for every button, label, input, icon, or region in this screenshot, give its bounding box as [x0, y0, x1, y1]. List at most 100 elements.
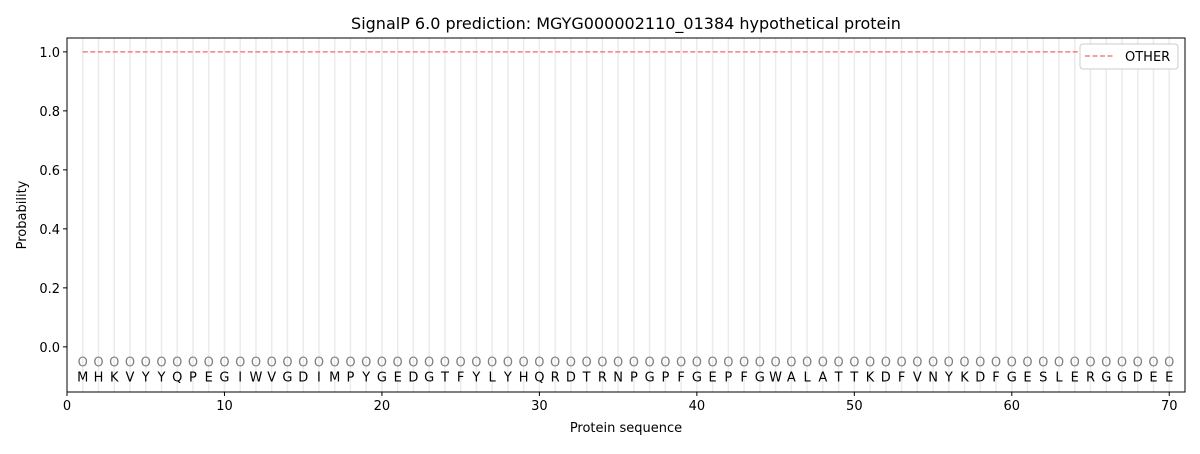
residue-label: G — [1117, 370, 1127, 385]
predicted-label: O — [109, 356, 119, 371]
residue-label: A — [787, 370, 796, 385]
residue-label: D — [566, 370, 576, 385]
residue-label: I — [238, 370, 242, 385]
residue-label: E — [1071, 370, 1079, 385]
y-tick-label: 0.4 — [39, 223, 60, 238]
residue-label: E — [708, 370, 716, 385]
residue-label: H — [94, 370, 104, 385]
predicted-label: O — [1133, 356, 1143, 371]
residue-label: L — [489, 370, 497, 385]
predicted-label: O — [802, 356, 812, 371]
predicted-label: O — [487, 356, 497, 371]
residue-label: P — [347, 370, 355, 385]
predicted-label: O — [849, 356, 859, 371]
predicted-label: O — [188, 356, 198, 371]
residue-label: G — [282, 370, 292, 385]
x-tick-label: 60 — [1004, 399, 1021, 414]
predicted-label: O — [645, 356, 655, 371]
predicted-label: O — [566, 356, 576, 371]
predicted-label: O — [251, 356, 261, 371]
x-tick-label: 20 — [374, 399, 391, 414]
y-axis-label: Probability — [15, 180, 30, 249]
residue-label: G — [424, 370, 434, 385]
predicted-label: O — [928, 356, 938, 371]
residue-label: E — [394, 370, 402, 385]
predicted-label: O — [944, 356, 954, 371]
y-tick-label: 0.0 — [39, 341, 60, 356]
residue-label: K — [960, 370, 969, 385]
x-tick-label: 70 — [1161, 399, 1178, 414]
residue-label: L — [803, 370, 811, 385]
residue-label: V — [126, 370, 135, 385]
predicted-label: O — [361, 356, 371, 371]
predicted-label: O — [833, 356, 843, 371]
residue-label: Y — [141, 370, 150, 385]
residue-label: K — [866, 370, 875, 385]
residue-label: N — [928, 370, 938, 385]
residue-label: E — [1149, 370, 1157, 385]
predicted-label: O — [408, 356, 418, 371]
predicted-label: O — [456, 356, 466, 371]
x-tick-label: 10 — [216, 399, 233, 414]
residue-label: M — [77, 370, 88, 385]
predicted-label: O — [582, 356, 592, 371]
predicted-label: O — [786, 356, 796, 371]
predicted-label: O — [267, 356, 277, 371]
residue-label: T — [849, 370, 858, 385]
residue-label: G — [1101, 370, 1111, 385]
residue-label: Y — [944, 370, 953, 385]
residue-label: N — [613, 370, 623, 385]
predicted-label: O — [141, 356, 151, 371]
x-tick-label: 40 — [689, 399, 706, 414]
predicted-label: O — [1117, 356, 1127, 371]
predicted-label: O — [865, 356, 875, 371]
predicted-label: O — [345, 356, 355, 371]
residue-label: G — [755, 370, 765, 385]
residue-label: I — [317, 370, 321, 385]
predicted-label: O — [613, 356, 623, 371]
predicted-label: O — [597, 356, 607, 371]
residue-label: D — [298, 370, 308, 385]
residue-label: A — [818, 370, 827, 385]
y-tick-label: 1.0 — [39, 46, 60, 61]
x-tick-label: 0 — [63, 399, 71, 414]
residue-label: R — [551, 370, 560, 385]
residue-label: D — [975, 370, 985, 385]
predicted-label: O — [1148, 356, 1158, 371]
predicted-label: O — [1007, 356, 1017, 371]
residue-label: Y — [157, 370, 166, 385]
residue-label: F — [457, 370, 464, 385]
residue-label: G — [1007, 370, 1017, 385]
predicted-label: O — [330, 356, 340, 371]
residue-label: P — [189, 370, 197, 385]
residue-label: Y — [361, 370, 370, 385]
residue-label: H — [519, 370, 529, 385]
predicted-label: O — [1085, 356, 1095, 371]
predicted-label: O — [896, 356, 906, 371]
residue-label: G — [692, 370, 702, 385]
residue-label: W — [769, 370, 782, 385]
predicted-label: O — [692, 356, 702, 371]
predicted-label: O — [739, 356, 749, 371]
residue-label: L — [1055, 370, 1063, 385]
residue-label: R — [598, 370, 607, 385]
predicted-label: O — [125, 356, 135, 371]
predicted-label: O — [770, 356, 780, 371]
predicted-label: O — [172, 356, 182, 371]
predicted-label: O — [975, 356, 985, 371]
predicted-label: O — [440, 356, 450, 371]
predicted-label: O — [1022, 356, 1032, 371]
predicted-label: O — [156, 356, 166, 371]
predicted-label: O — [503, 356, 513, 371]
legend: OTHER — [1079, 43, 1179, 70]
residue-label: W — [250, 370, 263, 385]
residue-label: E — [205, 370, 213, 385]
predicted-label: O — [298, 356, 308, 371]
residue-label: T — [582, 370, 591, 385]
predicted-label: O — [78, 356, 88, 371]
predicted-label: O — [282, 356, 292, 371]
predicted-label: O — [393, 356, 403, 371]
residue-label: F — [898, 370, 905, 385]
residue-label: G — [645, 370, 655, 385]
